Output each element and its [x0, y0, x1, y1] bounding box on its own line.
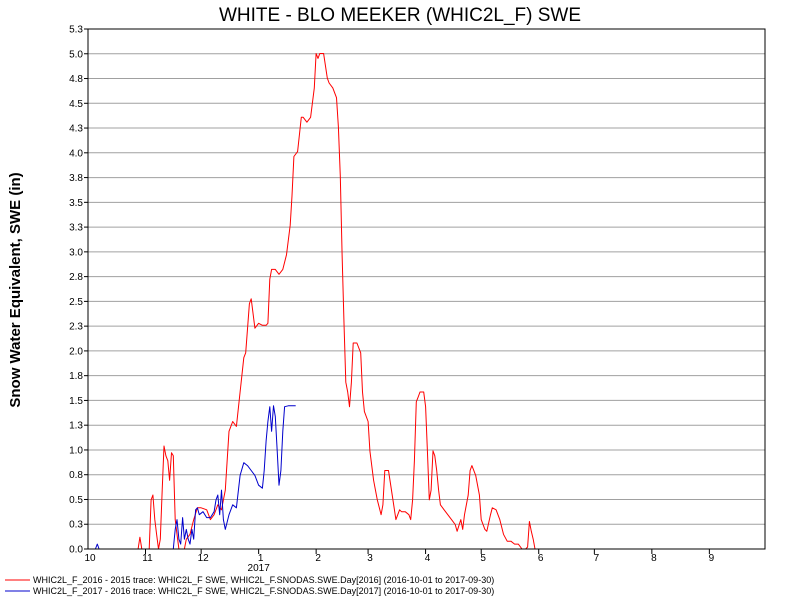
- y-tick-label: 0.8: [69, 470, 83, 481]
- y-tick-label: 0.3: [69, 520, 83, 531]
- plot-frame: [87, 28, 766, 550]
- y-tick-label: 4.0: [69, 148, 83, 159]
- y-tick-label: 2.8: [69, 272, 83, 283]
- x-tick-label: 2: [315, 553, 321, 564]
- y-tick-label: 1.0: [69, 445, 83, 456]
- y-tick-label: 2.5: [69, 297, 83, 308]
- x-year-label: 2017: [248, 563, 271, 574]
- x-tick-label: 12: [198, 553, 210, 564]
- y-tick-label: 5.3: [69, 25, 83, 36]
- y-tick-label: 4.3: [69, 124, 83, 135]
- y-tick-label: 3.8: [69, 173, 83, 184]
- y-tick-label: 5.0: [69, 49, 83, 60]
- y-tick-label: 4.5: [69, 99, 83, 110]
- y-tick-label: 0.0: [69, 545, 83, 556]
- y-tick-label: 1.5: [69, 396, 83, 407]
- x-tick-label: 3: [367, 553, 373, 564]
- y-tick-label: 2.0: [69, 346, 83, 357]
- legend: WHIC2L_F_2016 - 2015 trace: WHIC2L_F SWE…: [5, 575, 494, 596]
- y-axis-label: Snow Water Equivalent, SWE (in): [7, 172, 24, 407]
- y-tick-label: 4.8: [69, 74, 83, 85]
- y-tick-label: 2.3: [69, 322, 83, 333]
- x-tick-label: 4: [425, 553, 431, 564]
- y-tick-label: 0.5: [69, 495, 83, 506]
- y-tick-label: 3.0: [69, 247, 83, 258]
- legend-label-1: WHIC2L_F_2016 - 2015 trace: WHIC2L_F SWE…: [33, 575, 494, 585]
- y-tick-label: 1.3: [69, 421, 83, 432]
- x-tick-label: 10: [84, 553, 96, 564]
- chart-title: WHITE - BLO MEEKER (WHIC2L_F) SWE: [219, 5, 581, 26]
- x-tick-label: 7: [594, 553, 600, 564]
- series-line-2: [88, 405, 296, 550]
- series-line-1: [88, 53, 764, 550]
- x-tick-label: 8: [651, 553, 657, 564]
- x-tick-label: 11: [142, 553, 153, 564]
- series-layer: [88, 53, 764, 550]
- y-tick-label: 3.5: [69, 198, 83, 209]
- x-tick-label: 6: [538, 553, 544, 564]
- x-tick-label: 9: [709, 553, 715, 564]
- grid-lines: [88, 53, 765, 525]
- legend-label-2: WHIC2L_F_2017 - 2016 trace: WHIC2L_F SWE…: [33, 586, 494, 596]
- y-tick-label: 3.3: [69, 223, 83, 234]
- x-tick-label: 1: [258, 553, 264, 564]
- y-tick-label: 1.8: [69, 371, 83, 382]
- y-axis-ticks: 0.0 0.3 0.5 0.8 1.0 1.3 1.5 1.8 2.0 2.3 2.5 2.8 3.0 3…: [69, 25, 88, 556]
- x-tick-label: 5: [480, 553, 486, 564]
